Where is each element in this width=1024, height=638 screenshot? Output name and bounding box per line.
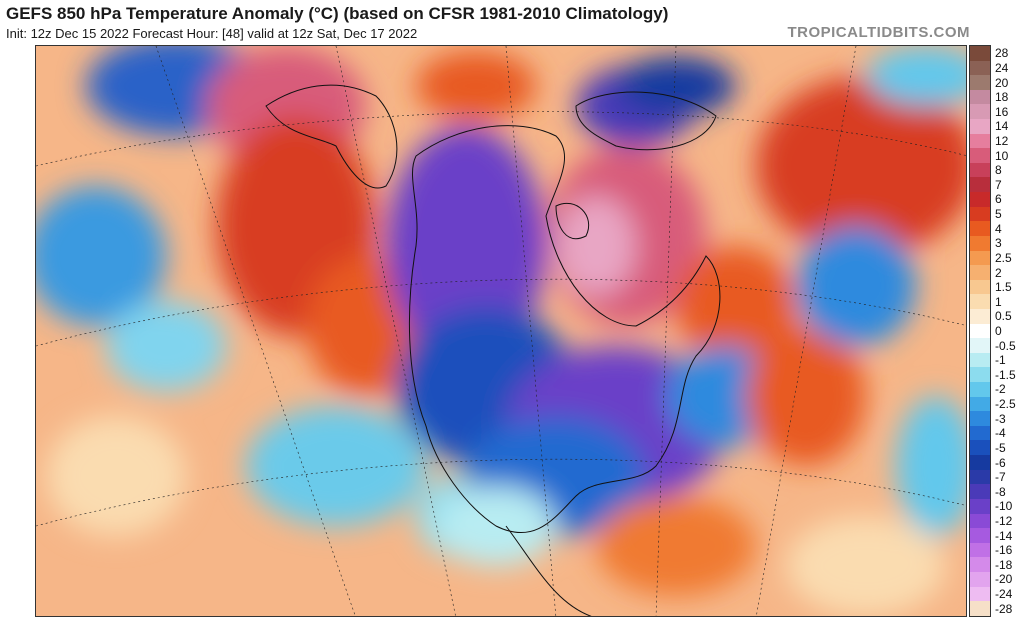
colorbar-label: 0 xyxy=(995,324,1002,338)
colorbar-swatch xyxy=(970,177,990,193)
colorbar-swatch xyxy=(970,352,990,368)
colorbar-swatch xyxy=(970,294,990,309)
colorbar-label: 2 xyxy=(995,265,1002,280)
colorbar-label: 1.5 xyxy=(995,280,1012,295)
colorbar-label: -16 xyxy=(995,543,1013,558)
anomaly-field xyxy=(36,46,966,616)
colorbar xyxy=(969,45,991,617)
colorbar-swatch xyxy=(970,498,990,514)
colorbar-swatch xyxy=(970,323,990,339)
colorbar-label: 24 xyxy=(995,60,1009,75)
page-title: GEFS 850 hPa Temperature Anomaly (°C) (b… xyxy=(6,4,669,23)
colorbar-label: 6 xyxy=(995,192,1002,207)
colorbar-swatch xyxy=(970,89,990,105)
colorbar-swatch xyxy=(970,221,990,236)
colorbar-swatch xyxy=(970,308,990,324)
colorbar-label: 8 xyxy=(995,163,1002,178)
colorbar-swatch xyxy=(970,469,990,485)
colorbar-label: 4 xyxy=(995,221,1002,236)
colorbar-label: 10 xyxy=(995,148,1009,163)
colorbar-label: -7 xyxy=(995,470,1006,485)
colorbar-swatch xyxy=(970,411,990,426)
colorbar-label: 5 xyxy=(995,207,1002,222)
colorbar-label: -20 xyxy=(995,572,1013,587)
colorbar-swatch xyxy=(970,133,990,149)
colorbar-swatch xyxy=(970,571,990,587)
colorbar-label: -1.5 xyxy=(995,367,1016,382)
coastlines xyxy=(265,84,721,616)
colorbar-swatch xyxy=(970,382,990,397)
colorbar-swatch xyxy=(970,265,990,280)
colorbar-label: 3 xyxy=(995,236,1002,251)
colorbar-label: 14 xyxy=(995,119,1009,134)
colorbar-swatch xyxy=(970,440,990,456)
colorbar-swatch xyxy=(970,542,990,558)
colorbar-swatch xyxy=(970,46,990,61)
colorbar-label: 16 xyxy=(995,104,1009,119)
colorbar-label: -18 xyxy=(995,557,1013,572)
colorbar-label: -4 xyxy=(995,426,1006,441)
colorbar-label: -0.5 xyxy=(995,338,1016,353)
colorbar-swatch xyxy=(970,162,990,178)
colorbar-swatch xyxy=(970,557,990,572)
colorbar-swatch xyxy=(970,192,990,207)
colorbar-label: 2.5 xyxy=(995,250,1012,265)
colorbar-swatch xyxy=(970,396,990,412)
colorbar-swatch xyxy=(970,338,990,353)
colorbar-swatch xyxy=(970,279,990,295)
anomaly-map-canvas xyxy=(36,46,966,616)
anomaly-map xyxy=(35,45,967,617)
colorbar-label: -3 xyxy=(995,411,1006,426)
colorbar-label: 12 xyxy=(995,134,1009,148)
graticule xyxy=(36,46,966,616)
colorbar-label: -2 xyxy=(995,382,1006,397)
colorbar-label: -6 xyxy=(995,455,1006,470)
colorbar-swatch xyxy=(970,586,990,602)
colorbar-swatch xyxy=(970,455,990,470)
colorbar-label: 18 xyxy=(995,90,1009,105)
colorbar-label: -8 xyxy=(995,484,1006,499)
colorbar-swatch xyxy=(970,601,990,616)
colorbar-swatch xyxy=(970,235,990,251)
colorbar-swatch xyxy=(970,75,990,90)
colorbar-label: -24 xyxy=(995,587,1013,602)
colorbar-swatch xyxy=(970,119,990,134)
colorbar-label: 7 xyxy=(995,177,1002,192)
colorbar-swatch xyxy=(970,206,990,222)
colorbar-swatch xyxy=(970,250,990,266)
colorbar-swatch xyxy=(970,104,990,120)
colorbar-label: 1 xyxy=(995,294,1002,309)
colorbar-swatch xyxy=(970,528,990,543)
colorbar-swatch xyxy=(970,484,990,499)
colorbar-label: -28 xyxy=(995,601,1013,616)
colorbar-swatch xyxy=(970,513,990,529)
colorbar-label: -10 xyxy=(995,499,1013,514)
colorbar-swatch xyxy=(970,367,990,383)
colorbar-label: 20 xyxy=(995,75,1009,90)
colorbar-label: -2.5 xyxy=(995,397,1016,412)
brand-watermark: TROPICALTIDBITS.COM xyxy=(787,24,970,41)
colorbar-labels: 28 24 20 18 16 14 12 10 8 7 6 5 4 3 2.5 2 1.5 1 0.5 0 -0.5 -1… xyxy=(995,45,1023,617)
colorbar-swatch xyxy=(970,60,990,76)
colorbar-swatch xyxy=(970,148,990,163)
colorbar-label: -5 xyxy=(995,440,1006,455)
colorbar-label: 28 xyxy=(995,46,1009,61)
colorbar-label: -1 xyxy=(995,353,1006,368)
colorbar-label: -12 xyxy=(995,514,1013,528)
colorbar-swatch xyxy=(970,425,990,441)
colorbar-label: 0.5 xyxy=(995,309,1012,324)
colorbar-label: -14 xyxy=(995,528,1013,543)
forecast-subtitle: Init: 12z Dec 15 2022 Forecast Hour: [48… xyxy=(6,26,418,41)
